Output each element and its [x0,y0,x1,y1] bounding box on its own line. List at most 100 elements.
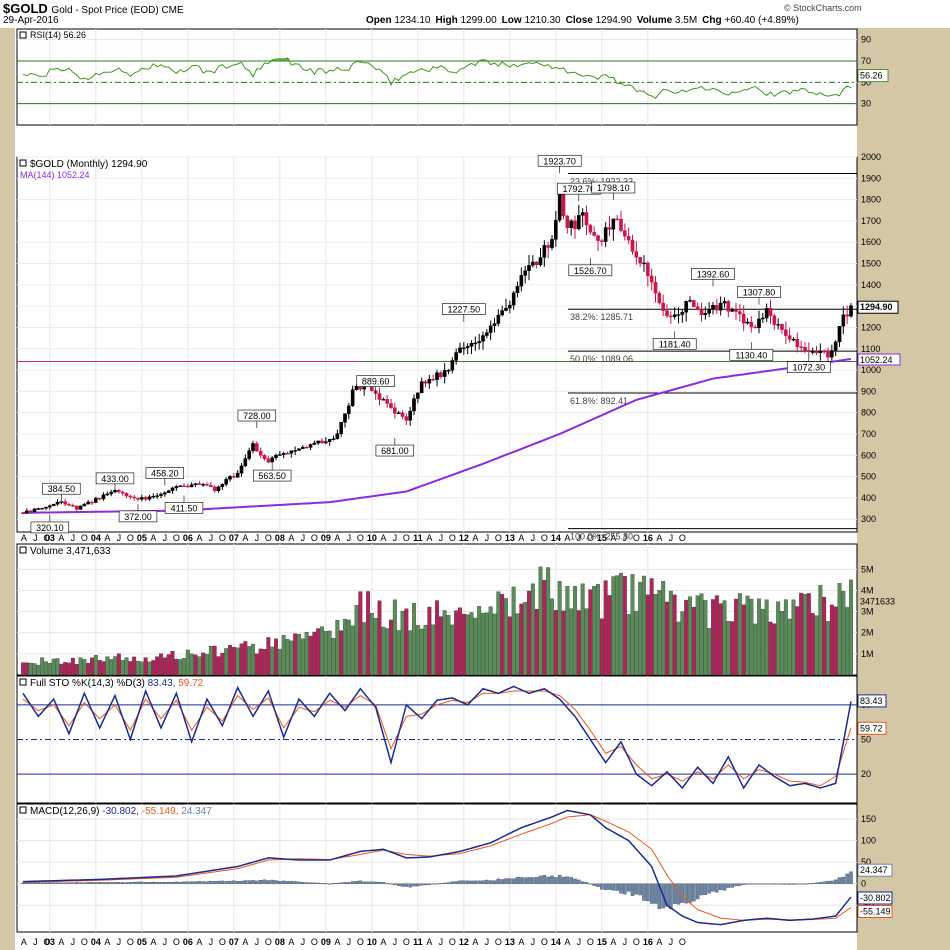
volume-bar [139,661,144,676]
candle-body [247,450,251,459]
x-axis-month-label: O [633,533,640,543]
volume-bar [331,637,336,676]
candle-body [285,453,290,455]
candle-body [400,412,405,417]
macd-hist-bar [699,883,704,896]
sto-d-last-box [857,721,887,735]
volume-bar [481,612,485,676]
candle-body [255,443,259,452]
volume-bar [281,635,286,676]
x-axis-year-label: 15 [597,937,607,947]
fib-label: 100.0%: 255.80 [570,532,633,542]
volume-bar [400,610,405,676]
volume-bar [254,653,259,676]
volume-bar [504,598,508,676]
x-axis-month-label: J [301,937,306,947]
candle-body [36,508,41,510]
x-axis-month-label: O [127,937,134,947]
candle-body [40,508,44,510]
candle-body [488,325,493,333]
macd-hist-bar [669,883,673,910]
price-tick-label: 700 [861,429,876,439]
annotation-label: 1392.60 [697,269,730,279]
ohlc-summary: Open 1234.10 High 1299.00 Low 1210.30 Close… [366,15,804,26]
candle-body [550,239,554,248]
x-axis-month-label: J [485,533,490,543]
volume-bar [791,599,796,676]
macd-hist-bar [462,880,466,884]
volume-bar [366,591,370,676]
x-axis-month-label: J [347,533,352,543]
chart-symbol: $GOLD Gold - Spot Price (EOD) CME [3,1,184,16]
price-tick-label: 1700 [861,216,881,226]
volume-bar [174,658,179,676]
candle-body [281,453,286,455]
sto-legend: Full STO %K(14,3) %D(3) 83.43, 59.72 [30,678,204,689]
macd-hist-bar [224,881,228,884]
macd-hist-bar [178,881,182,884]
candle-body [753,326,757,329]
volume-bar [634,610,639,676]
volume-bar [772,623,777,676]
candle-body [120,491,125,494]
x-axis-month-label: O [403,937,410,947]
macd-hist-bar [584,882,589,884]
volume-bar [599,618,604,676]
x-axis-month-label: J [577,937,582,947]
macd-hist-bar [431,883,435,885]
candle-body [147,496,152,500]
macd-hist-bar [117,882,121,884]
volume-bar [458,607,462,676]
macd-hist-bar [358,880,363,884]
macd-hist-bar [416,883,420,887]
macd-hist-bar [454,881,458,884]
candle-body [726,301,731,312]
macd-hist-bar [343,882,347,884]
volume-bar [672,594,677,676]
macd-hist-bar [607,883,612,890]
macd-hist-bar [266,880,271,884]
x-axis-year-label: 07 [229,533,239,543]
candle-body [504,307,508,311]
x-axis-month-label: O [541,937,548,947]
volume-bar [638,581,643,676]
macd-line [22,809,852,926]
candle-body [634,251,639,258]
x-axis-month-label: A [242,937,248,947]
volume-bar [74,664,79,676]
macd-hist-bar [327,883,332,885]
candle-body [741,313,746,324]
ohlc-label-1: High [435,15,461,26]
macd-hist-bar [435,883,439,885]
candle-body [201,484,205,486]
fib-label: 23.6%: 1922.32 [570,177,633,187]
macd-hist-bar [212,881,217,884]
candle-body [377,393,382,400]
volume-bar [205,653,209,676]
macd-hist-bar [634,883,639,895]
candle-body [623,230,627,237]
macd-hist-bar [511,878,516,884]
volume-bar [438,616,443,676]
fib-label: 38.2%: 1285.71 [570,312,633,322]
volume-bar [78,657,83,676]
annotation-box [729,348,774,361]
macd-hist-bar [151,881,156,884]
macd-hist-bar [646,883,650,902]
x-axis-month-label: J [623,533,628,543]
annotation-box [441,303,486,315]
volume-bar [688,596,692,676]
ohlc-value-5: +60.40 (+4.89%) [724,15,799,26]
x-axis-month-label: A [656,937,662,947]
x-axis-month-label: J [71,533,76,543]
macd-hist-bar [370,881,374,884]
candle-body [711,304,715,310]
volume-bar [266,637,271,676]
macd-hist-bar [810,883,815,885]
x-axis-month-label: A [196,533,202,543]
volume-bar [776,601,781,676]
macd-hist-bar [28,882,33,884]
x-axis-year-label: 09 [321,937,331,947]
volume-bar [768,621,773,676]
